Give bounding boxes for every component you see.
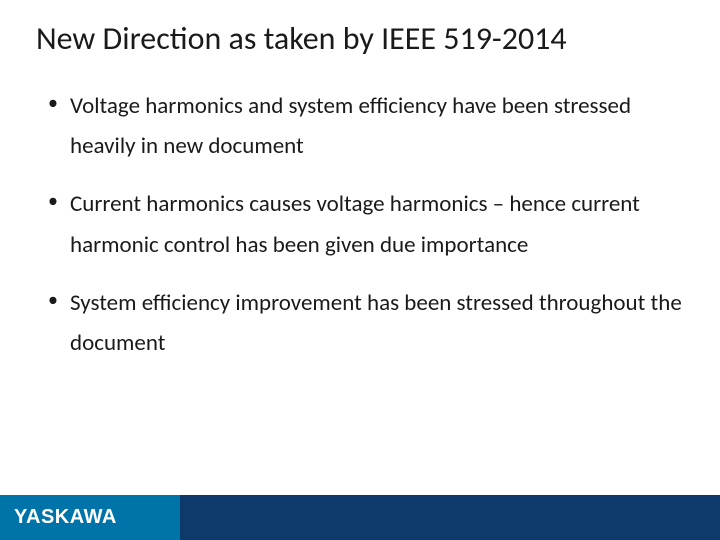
footer-logo-section: YASKAWA (0, 495, 180, 540)
brand-logo: YASKAWA (14, 506, 117, 529)
footer-accent-section (180, 495, 720, 540)
bullet-list: Voltage harmonics and system efficiency … (36, 86, 684, 364)
footer-bar: YASKAWA (0, 495, 720, 540)
bullet-item: System efficiency improvement has been s… (44, 283, 684, 364)
bullet-item: Voltage harmonics and system efficiency … (44, 86, 684, 167)
slide-title: New Direction as taken by IEEE 519-2014 (36, 20, 684, 58)
slide-container: New Direction as taken by IEEE 519-2014 … (0, 0, 720, 540)
bullet-item: Current harmonics causes voltage harmoni… (44, 184, 684, 265)
